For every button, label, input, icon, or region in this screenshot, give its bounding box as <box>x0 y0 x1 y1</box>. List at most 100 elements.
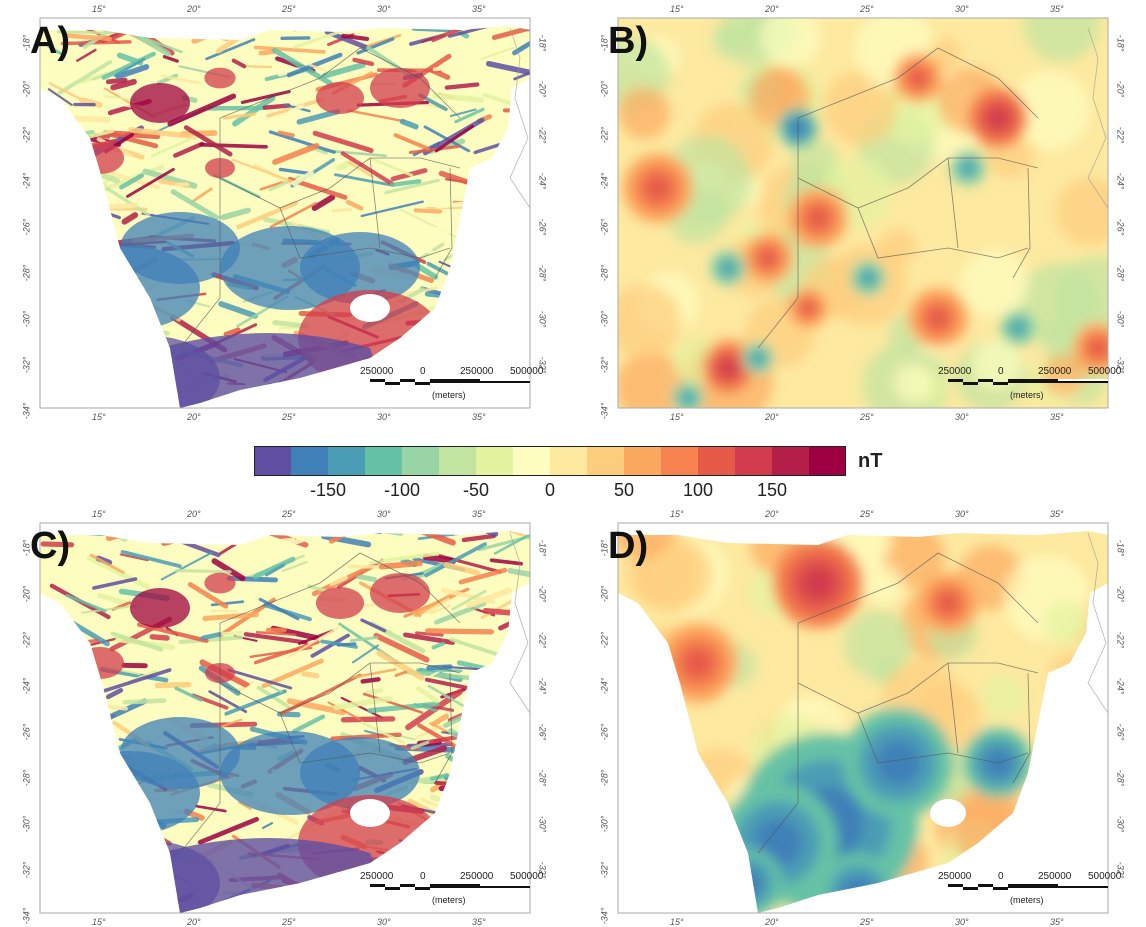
longitude-tick-label: 20° <box>765 4 779 14</box>
latitude-tick-label: -18° <box>21 34 32 52</box>
anomaly-streak <box>364 688 384 696</box>
anomaly-streak <box>432 65 468 72</box>
anomaly-streak <box>174 569 232 574</box>
scale-bar-unit: (meters) <box>432 895 466 905</box>
scale-bar-label: 0 <box>998 366 1004 377</box>
field-patch <box>1053 256 1108 342</box>
anomaly-streak <box>421 37 435 44</box>
longitude-tick-label: 15° <box>670 917 684 927</box>
anomaly-streak <box>307 584 327 593</box>
scale-bar-label: 250000 <box>460 871 494 882</box>
anomaly-streak <box>227 668 293 690</box>
latitude-tick-label: -26° <box>21 218 32 236</box>
scale-bar-unit: (meters) <box>432 390 466 400</box>
country-border <box>1012 672 1031 784</box>
scale-bar-label: 500000 <box>510 871 544 882</box>
anomaly-streak <box>403 632 455 645</box>
coastline <box>1087 532 1109 714</box>
latitude-tick-label: -18° <box>537 34 548 52</box>
latitude-tick-label: -28° <box>537 769 548 787</box>
anomaly-streak <box>149 634 170 641</box>
anomaly-streak <box>255 631 297 636</box>
colorbar-swatch <box>735 446 773 476</box>
longitude-tick-label: 35° <box>1050 412 1064 422</box>
anomaly-streak <box>352 57 375 67</box>
field-patch <box>981 675 1025 718</box>
anomaly-streak <box>443 562 481 576</box>
latitude-tick-label: -22° <box>599 126 610 144</box>
scale-bar-label: 500000 <box>1088 366 1122 377</box>
anomaly-streak <box>369 157 414 177</box>
anomaly-streak <box>449 108 477 118</box>
anomaly-streak <box>57 59 113 96</box>
anomaly-streak <box>360 200 424 218</box>
anomaly-streak <box>178 635 244 644</box>
anomaly-streak <box>430 773 449 781</box>
anomaly-streak <box>170 189 220 221</box>
anomaly-streak <box>236 200 299 230</box>
negative-anomaly <box>860 270 876 286</box>
anomaly-streak <box>101 51 156 80</box>
colorbar-tick-label: 150 <box>756 480 788 500</box>
field-patch <box>823 69 898 145</box>
positive-anomaly <box>936 591 960 615</box>
anomaly-streak <box>79 97 103 108</box>
anomaly-streak <box>205 38 256 61</box>
anomaly-streak <box>190 187 213 204</box>
longitude-tick-label: 35° <box>1050 4 1064 14</box>
anomaly-streak <box>105 687 124 700</box>
field-patch <box>712 23 746 57</box>
field-patch <box>1055 177 1108 247</box>
negative-anomaly <box>876 741 920 785</box>
anomaly-streak <box>347 109 406 123</box>
longitude-tick-label: 30° <box>377 509 391 519</box>
longitude-tick-label: 35° <box>472 917 486 927</box>
anomaly-streak <box>461 533 497 543</box>
anomaly-streak <box>174 182 189 187</box>
anomaly-streak <box>40 541 75 548</box>
latitude-tick-label: -20° <box>599 80 610 98</box>
latitude-tick-label: -30° <box>537 310 548 328</box>
colorbar-swatch <box>698 446 736 476</box>
negative-anomaly <box>160 838 380 913</box>
latitude-tick-label: -20° <box>21 585 32 603</box>
longitude-tick-label: 20° <box>187 917 201 927</box>
anomaly-streak <box>60 40 132 46</box>
latitude-tick-label: -26° <box>21 723 32 741</box>
longitude-tick-label: 25° <box>282 917 296 927</box>
longitude-tick-label: 30° <box>955 412 969 422</box>
latitude-tick-label: -26° <box>537 723 548 741</box>
latitude-tick-label: -26° <box>599 723 610 741</box>
anomaly-streak <box>128 127 198 140</box>
latitude-tick-label: -24° <box>21 677 32 695</box>
anomaly-streak <box>116 542 157 550</box>
negative-anomaly <box>1010 320 1026 336</box>
anomaly-streak <box>224 689 287 716</box>
scale-bar: 250000 0 250000 500000 (meters) <box>360 366 543 406</box>
latitude-tick-label: -24° <box>599 172 610 190</box>
anomaly-streak <box>160 551 213 581</box>
country-border <box>434 167 453 279</box>
positive-anomaly <box>204 572 236 594</box>
anomaly-streak <box>473 143 501 155</box>
latitude-tick-label: -34° <box>21 402 32 420</box>
anomaly-streak <box>399 118 419 130</box>
longitude-tick-label: 25° <box>860 509 874 519</box>
latitude-tick-label: -22° <box>537 631 548 649</box>
scale-bar-unit: (meters) <box>1010 895 1044 905</box>
anomaly-streak <box>513 61 530 81</box>
anomaly-streak <box>226 575 278 583</box>
anomaly-streak <box>321 62 366 79</box>
country-border <box>369 662 381 754</box>
anomaly-streak <box>126 167 175 198</box>
latitude-tick-label: -22° <box>537 126 548 144</box>
longitude-tick-label: 20° <box>765 917 779 927</box>
country-border <box>947 157 959 249</box>
anomaly-streak <box>415 686 440 704</box>
country-border <box>219 662 461 714</box>
anomaly-streak <box>66 33 112 42</box>
anomaly-streak <box>243 632 308 645</box>
anomaly-streak <box>489 558 523 566</box>
latitude-tick-label: -24° <box>1115 172 1126 190</box>
anomaly-streak <box>349 635 379 643</box>
